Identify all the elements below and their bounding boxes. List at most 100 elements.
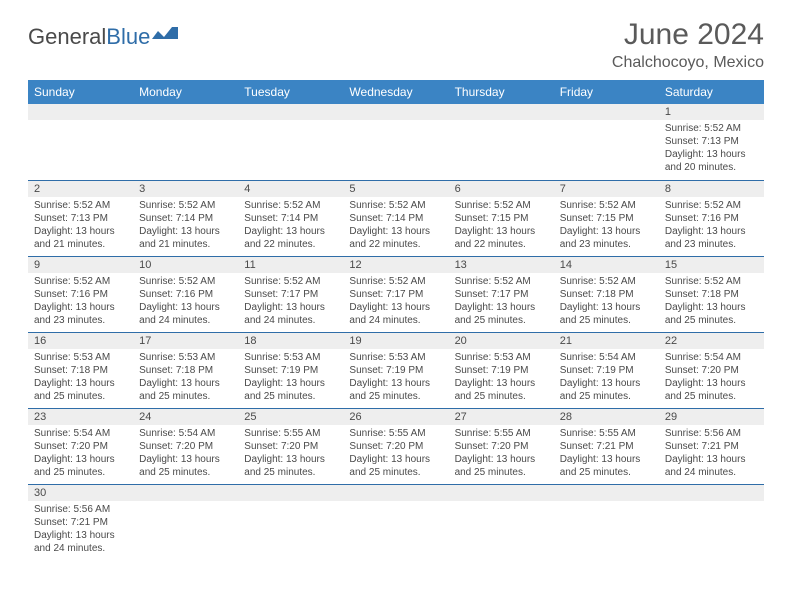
cell-details: Sunrise: 5:52 AMSunset: 7:15 PMDaylight:… [449,197,554,255]
daylight-text: Daylight: 13 hours and 23 minutes. [665,225,758,251]
calendar-cell [133,484,238,560]
day-number: 25 [238,409,343,425]
weekday-header: Wednesday [343,80,448,104]
daylight-text: Daylight: 13 hours and 25 minutes. [560,377,653,403]
sunset-text: Sunset: 7:17 PM [455,288,548,301]
calendar-cell: 4Sunrise: 5:52 AMSunset: 7:14 PMDaylight… [238,180,343,256]
daylight-text: Daylight: 13 hours and 25 minutes. [244,377,337,403]
day-number [449,104,554,120]
day-number [659,485,764,501]
sunset-text: Sunset: 7:16 PM [34,288,127,301]
cell-details: Sunrise: 5:52 AMSunset: 7:15 PMDaylight:… [554,197,659,255]
sunrise-text: Sunrise: 5:53 AM [349,351,442,364]
sunrise-text: Sunrise: 5:52 AM [560,275,653,288]
sunset-text: Sunset: 7:14 PM [349,212,442,225]
calendar-cell: 15Sunrise: 5:52 AMSunset: 7:18 PMDayligh… [659,256,764,332]
daylight-text: Daylight: 13 hours and 23 minutes. [34,301,127,327]
day-number: 7 [554,181,659,197]
sunrise-text: Sunrise: 5:52 AM [34,199,127,212]
sunrise-text: Sunrise: 5:53 AM [34,351,127,364]
day-number [238,104,343,120]
day-number [238,485,343,501]
sunset-text: Sunset: 7:20 PM [349,440,442,453]
weekday-header: Thursday [449,80,554,104]
sunrise-text: Sunrise: 5:52 AM [455,199,548,212]
day-number: 20 [449,333,554,349]
daylight-text: Daylight: 13 hours and 25 minutes. [34,453,127,479]
daylight-text: Daylight: 13 hours and 25 minutes. [560,453,653,479]
sunrise-text: Sunrise: 5:54 AM [139,427,232,440]
sunrise-text: Sunrise: 5:52 AM [665,122,758,135]
calendar-cell: 3Sunrise: 5:52 AMSunset: 7:14 PMDaylight… [133,180,238,256]
day-number: 2 [28,181,133,197]
calendar-cell: 26Sunrise: 5:55 AMSunset: 7:20 PMDayligh… [343,408,448,484]
cell-details: Sunrise: 5:52 AMSunset: 7:16 PMDaylight:… [659,197,764,255]
calendar-cell: 29Sunrise: 5:56 AMSunset: 7:21 PMDayligh… [659,408,764,484]
calendar-cell: 19Sunrise: 5:53 AMSunset: 7:19 PMDayligh… [343,332,448,408]
sunset-text: Sunset: 7:15 PM [560,212,653,225]
sunset-text: Sunset: 7:18 PM [34,364,127,377]
daylight-text: Daylight: 13 hours and 25 minutes. [455,377,548,403]
sunset-text: Sunset: 7:20 PM [139,440,232,453]
calendar-cell [449,484,554,560]
cell-details: Sunrise: 5:53 AMSunset: 7:18 PMDaylight:… [28,349,133,407]
calendar-cell: 17Sunrise: 5:53 AMSunset: 7:18 PMDayligh… [133,332,238,408]
calendar-cell: 21Sunrise: 5:54 AMSunset: 7:19 PMDayligh… [554,332,659,408]
cell-details: Sunrise: 5:52 AMSunset: 7:16 PMDaylight:… [28,273,133,331]
sunset-text: Sunset: 7:21 PM [665,440,758,453]
sunrise-text: Sunrise: 5:53 AM [244,351,337,364]
sunrise-text: Sunrise: 5:54 AM [665,351,758,364]
calendar-cell: 23Sunrise: 5:54 AMSunset: 7:20 PMDayligh… [28,408,133,484]
sunrise-text: Sunrise: 5:56 AM [665,427,758,440]
day-number: 21 [554,333,659,349]
calendar-cell: 25Sunrise: 5:55 AMSunset: 7:20 PMDayligh… [238,408,343,484]
daylight-text: Daylight: 13 hours and 25 minutes. [560,301,653,327]
sunrise-text: Sunrise: 5:52 AM [139,199,232,212]
daylight-text: Daylight: 13 hours and 25 minutes. [455,301,548,327]
calendar-cell: 12Sunrise: 5:52 AMSunset: 7:17 PMDayligh… [343,256,448,332]
sunrise-text: Sunrise: 5:52 AM [665,275,758,288]
calendar-cell: 11Sunrise: 5:52 AMSunset: 7:17 PMDayligh… [238,256,343,332]
daylight-text: Daylight: 13 hours and 22 minutes. [244,225,337,251]
calendar-body: 1Sunrise: 5:52 AMSunset: 7:13 PMDaylight… [28,104,764,560]
daylight-text: Daylight: 13 hours and 25 minutes. [244,453,337,479]
day-number: 19 [343,333,448,349]
calendar-cell: 8Sunrise: 5:52 AMSunset: 7:16 PMDaylight… [659,180,764,256]
cell-details: Sunrise: 5:53 AMSunset: 7:19 PMDaylight:… [238,349,343,407]
sunset-text: Sunset: 7:14 PM [139,212,232,225]
daylight-text: Daylight: 13 hours and 23 minutes. [560,225,653,251]
daylight-text: Daylight: 13 hours and 25 minutes. [349,453,442,479]
day-number: 6 [449,181,554,197]
day-number: 17 [133,333,238,349]
calendar-cell [238,104,343,180]
sunrise-text: Sunrise: 5:52 AM [665,199,758,212]
calendar-cell: 7Sunrise: 5:52 AMSunset: 7:15 PMDaylight… [554,180,659,256]
location: Chalchocoyo, Mexico [612,54,764,72]
sunrise-text: Sunrise: 5:53 AM [139,351,232,364]
daylight-text: Daylight: 13 hours and 22 minutes. [455,225,548,251]
daylight-text: Daylight: 13 hours and 24 minutes. [139,301,232,327]
calendar-cell: 28Sunrise: 5:55 AMSunset: 7:21 PMDayligh… [554,408,659,484]
daylight-text: Daylight: 13 hours and 24 minutes. [34,529,127,555]
weekday-header: Sunday [28,80,133,104]
sunset-text: Sunset: 7:13 PM [665,135,758,148]
cell-details: Sunrise: 5:52 AMSunset: 7:17 PMDaylight:… [238,273,343,331]
sunset-text: Sunset: 7:18 PM [665,288,758,301]
daylight-text: Daylight: 13 hours and 25 minutes. [455,453,548,479]
day-number: 3 [133,181,238,197]
header: GeneralBlue June 2024 Chalchocoyo, Mexic… [28,18,764,72]
day-number: 10 [133,257,238,273]
logo-text-2: Blue [106,24,150,50]
sunset-text: Sunset: 7:14 PM [244,212,337,225]
sunrise-text: Sunrise: 5:52 AM [244,275,337,288]
cell-details: Sunrise: 5:52 AMSunset: 7:13 PMDaylight:… [659,120,764,178]
daylight-text: Daylight: 13 hours and 21 minutes. [34,225,127,251]
calendar-cell: 30Sunrise: 5:56 AMSunset: 7:21 PMDayligh… [28,484,133,560]
sunrise-text: Sunrise: 5:52 AM [349,199,442,212]
daylight-text: Daylight: 13 hours and 25 minutes. [34,377,127,403]
sunrise-text: Sunrise: 5:55 AM [349,427,442,440]
sunrise-text: Sunrise: 5:52 AM [349,275,442,288]
cell-details: Sunrise: 5:55 AMSunset: 7:20 PMDaylight:… [343,425,448,483]
calendar-week-row: 1Sunrise: 5:52 AMSunset: 7:13 PMDaylight… [28,104,764,180]
cell-details: Sunrise: 5:52 AMSunset: 7:16 PMDaylight:… [133,273,238,331]
